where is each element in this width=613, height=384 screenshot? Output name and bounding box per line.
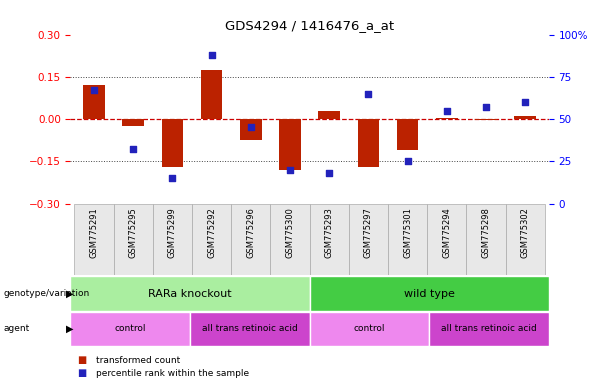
Text: GSM775291: GSM775291: [89, 207, 99, 258]
Text: wild type: wild type: [404, 289, 454, 299]
Point: [403, 158, 413, 164]
Bar: [153, 204, 192, 275]
Bar: [190, 312, 310, 346]
Text: percentile rank within the sample: percentile rank within the sample: [96, 369, 249, 378]
Bar: [192, 204, 231, 275]
Bar: [83, 85, 105, 119]
Bar: [349, 204, 388, 275]
Bar: [310, 204, 349, 275]
Text: control: control: [354, 324, 385, 333]
Bar: [514, 116, 536, 119]
Text: all trans retinoic acid: all trans retinoic acid: [441, 324, 537, 333]
Text: ▶: ▶: [66, 324, 74, 334]
Point: [520, 99, 530, 105]
Point: [128, 146, 138, 152]
Bar: [270, 204, 310, 275]
Text: GSM775302: GSM775302: [520, 207, 530, 258]
Bar: [310, 312, 429, 346]
Bar: [74, 204, 113, 275]
Bar: [388, 204, 427, 275]
Bar: [357, 119, 379, 167]
Bar: [240, 119, 262, 140]
Text: transformed count: transformed count: [96, 356, 180, 365]
Bar: [123, 119, 144, 126]
Point: [324, 170, 334, 176]
Bar: [70, 276, 310, 311]
Bar: [427, 204, 466, 275]
Text: GSM775301: GSM775301: [403, 207, 412, 258]
Bar: [231, 204, 270, 275]
Point: [89, 87, 99, 93]
Title: GDS4294 / 1416476_a_at: GDS4294 / 1416476_a_at: [225, 19, 394, 32]
Bar: [318, 111, 340, 119]
Text: GSM775295: GSM775295: [129, 207, 138, 258]
Point: [285, 167, 295, 173]
Point: [364, 91, 373, 97]
Point: [246, 124, 256, 131]
Bar: [113, 204, 153, 275]
Text: GSM775299: GSM775299: [168, 207, 177, 258]
Text: ▶: ▶: [66, 289, 74, 299]
Bar: [279, 119, 301, 170]
Text: GSM775298: GSM775298: [481, 207, 490, 258]
Text: agent: agent: [3, 324, 29, 333]
Bar: [429, 312, 549, 346]
Point: [207, 52, 216, 58]
Bar: [162, 119, 183, 167]
Bar: [397, 119, 418, 150]
Text: GSM775300: GSM775300: [286, 207, 294, 258]
Point: [481, 104, 491, 110]
Text: GSM775297: GSM775297: [364, 207, 373, 258]
Text: GSM775296: GSM775296: [246, 207, 255, 258]
Bar: [201, 70, 223, 119]
Point: [167, 175, 177, 181]
Bar: [70, 312, 190, 346]
Bar: [466, 204, 506, 275]
Bar: [506, 204, 545, 275]
Text: RARa knockout: RARa knockout: [148, 289, 232, 299]
Text: ■: ■: [77, 368, 86, 378]
Text: genotype/variation: genotype/variation: [3, 289, 89, 298]
Text: ■: ■: [77, 355, 86, 365]
Text: GSM775292: GSM775292: [207, 207, 216, 258]
Text: GSM775293: GSM775293: [325, 207, 333, 258]
Bar: [436, 118, 457, 119]
Text: GSM775294: GSM775294: [442, 207, 451, 258]
Point: [442, 108, 452, 114]
Bar: [310, 276, 549, 311]
Text: control: control: [115, 324, 146, 333]
Bar: [475, 119, 497, 121]
Text: all trans retinoic acid: all trans retinoic acid: [202, 324, 298, 333]
